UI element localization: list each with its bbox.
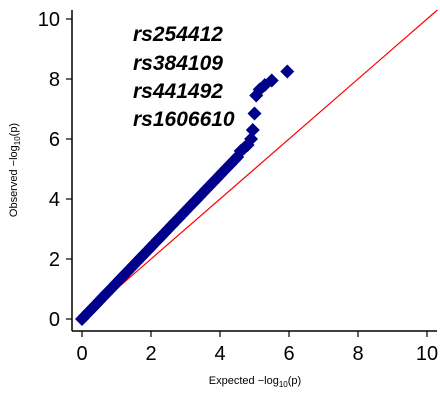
- data-point: [244, 132, 259, 146]
- x-axis-title-log: −log: [258, 375, 279, 387]
- y-axis-title-log: −log: [8, 145, 20, 166]
- y-tick-label: 4: [49, 189, 60, 211]
- y-axis-title: Observed −log10(p): [8, 123, 22, 217]
- x-tick-label: 10: [416, 343, 438, 365]
- snp-label-3: rs441492: [133, 80, 223, 103]
- y-axis-title-prefix: Observed: [8, 169, 20, 217]
- x-axis-title-arg: (p): [288, 375, 301, 387]
- y-tick-label: 0: [49, 309, 60, 331]
- x-tick-label: 4: [214, 343, 225, 365]
- reference-line-layer: [81, 9, 438, 320]
- y-axis-title-arg: (p): [8, 123, 20, 136]
- data-point: [280, 64, 295, 79]
- reference-diagonal-line: [81, 9, 438, 320]
- x-tick-label: 2: [145, 343, 156, 365]
- y-axis-title-subscript: 10: [13, 136, 22, 145]
- x-tick-label: 0: [76, 343, 87, 365]
- y-tick-label: 6: [49, 129, 60, 151]
- snp-annotations: rs254412 rs384109 rs441492 rs1606610: [133, 23, 235, 131]
- y-tick-label: 2: [49, 249, 60, 271]
- data-point: [245, 123, 260, 137]
- x-axis-ticks: 0 2 4 6 8 10: [76, 331, 438, 365]
- data-point: [119, 265, 134, 280]
- x-tick-label: 8: [352, 343, 363, 365]
- x-axis-title-prefix: Expected: [209, 375, 255, 387]
- y-axis-ticks: 0 2 4 6 8 10: [38, 9, 72, 331]
- x-axis-title-subscript: 10: [279, 380, 288, 389]
- snp-label-2: rs384109: [133, 52, 223, 75]
- data-points-layer: [75, 64, 295, 326]
- data-point: [264, 73, 279, 88]
- snp-label-4: rs1606610: [133, 108, 235, 131]
- data-point: [247, 106, 262, 121]
- snp-label-1: rs254412: [133, 23, 223, 46]
- x-axis-title: Expected −log10(p): [209, 375, 301, 389]
- y-tick-label: 10: [38, 9, 60, 31]
- x-tick-label: 6: [283, 343, 294, 365]
- y-tick-label: 8: [49, 69, 60, 91]
